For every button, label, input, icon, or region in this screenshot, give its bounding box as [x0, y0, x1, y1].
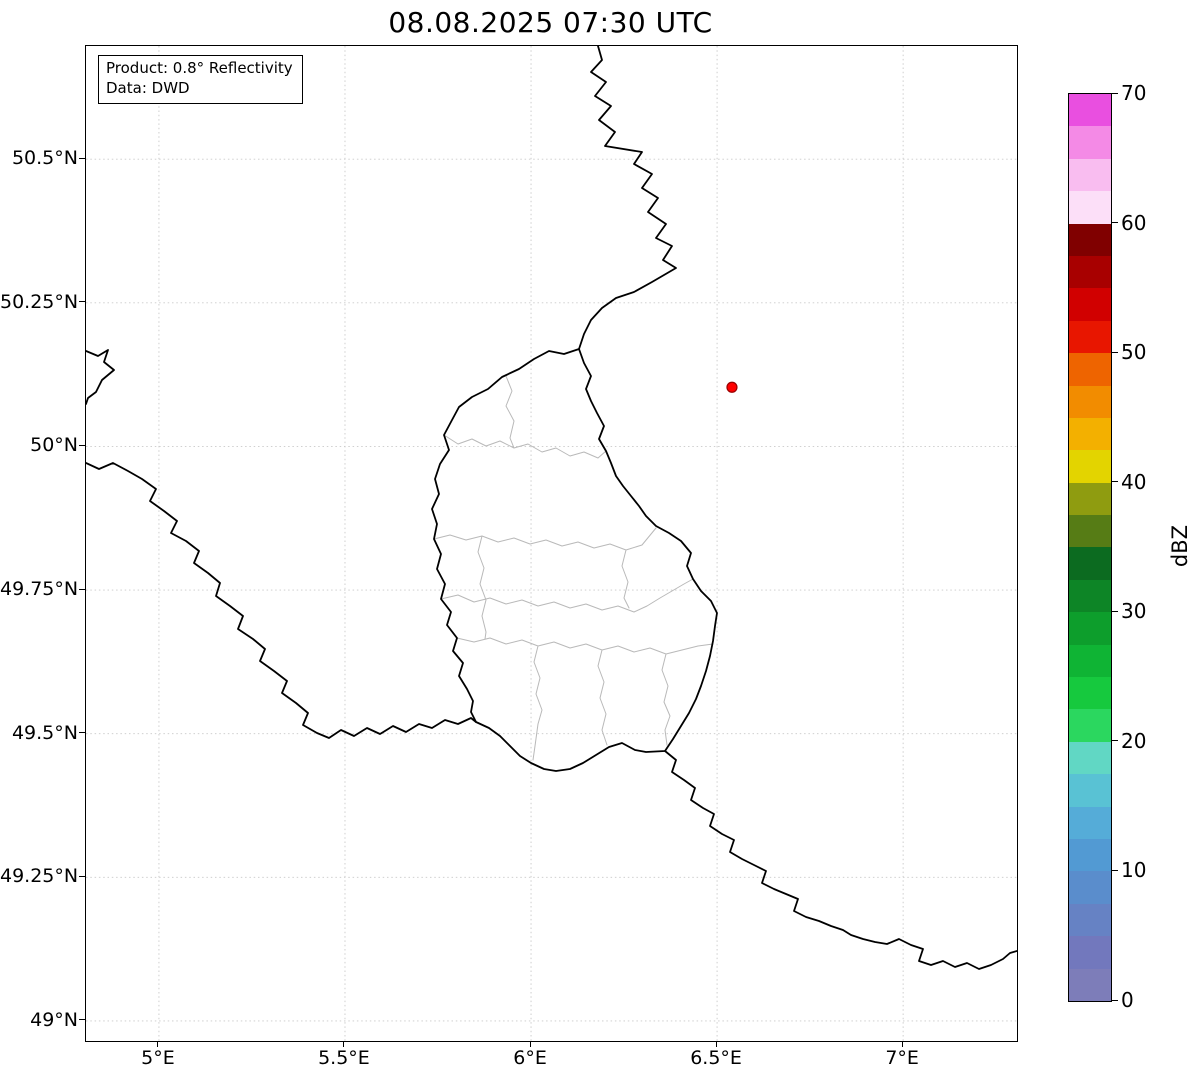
x-tick-mark — [901, 1041, 903, 1047]
border-left-edge-squiggle — [86, 349, 115, 405]
y-tick-label: 49°N — [30, 1008, 78, 1031]
x-tick-mark — [715, 1041, 717, 1047]
country-borders — [86, 46, 1017, 970]
colorbar-band — [1069, 968, 1111, 1001]
x-tick-label: 5.5°E — [318, 1047, 370, 1069]
colorbar-band — [1069, 417, 1111, 451]
y-tick-mark — [79, 157, 85, 159]
colorbar-band — [1069, 547, 1111, 580]
colorbar-band — [1069, 515, 1111, 548]
map-canvas — [86, 46, 1017, 1041]
colorbar-band — [1069, 482, 1111, 516]
colorbar-band — [1069, 871, 1111, 904]
product-label: Product: 0.8° Reflectivity — [106, 59, 293, 77]
colorbar-band — [1069, 677, 1111, 710]
colorbar-band — [1069, 709, 1111, 742]
gridlines — [86, 46, 1017, 1041]
colorbar-unit-label: dBZ — [1168, 524, 1192, 568]
colorbar-band — [1069, 126, 1111, 159]
colorbar-tick-label: 60 — [1121, 210, 1147, 235]
colorbar-band — [1069, 288, 1111, 321]
colorbar-tick-mark — [1111, 351, 1118, 353]
y-tick-mark — [79, 444, 85, 446]
colorbar-band — [1069, 806, 1111, 839]
y-tick-mark — [79, 732, 85, 734]
colorbar-tick-label: 0 — [1121, 988, 1134, 1012]
district-borders — [433, 375, 714, 761]
map-plot-area: Product: 0.8° Reflectivity Data: DWD — [85, 45, 1018, 1042]
x-tick-label: 5°E — [141, 1047, 175, 1069]
x-tick-mark — [529, 1041, 531, 1047]
colorbar-band — [1069, 612, 1111, 645]
colorbar-tick-label: 70 — [1121, 81, 1147, 105]
colorbar-tick-mark — [1111, 222, 1118, 224]
colorbar-band — [1069, 579, 1111, 613]
border-france-germany-south — [664, 750, 1017, 970]
x-tick-label: 6°E — [513, 1047, 547, 1069]
y-tick-label: 50.5°N — [11, 147, 78, 170]
x-tick-label: 7°E — [885, 1047, 919, 1069]
x-tick-label: 6.5°E — [690, 1047, 742, 1069]
y-tick-label: 50.25°N — [0, 290, 79, 313]
colorbar-band — [1069, 450, 1111, 483]
y-tick-mark — [79, 588, 85, 590]
colorbar-tick-mark — [1111, 999, 1118, 1001]
radar-site-marker — [726, 381, 738, 393]
colorbar-tick-mark — [1111, 740, 1118, 742]
colorbar-band — [1069, 936, 1111, 969]
colorbar-tick-label: 10 — [1121, 858, 1147, 883]
colorbar-tick-mark — [1111, 610, 1118, 612]
y-tick-mark — [79, 875, 85, 877]
colorbar-band — [1069, 158, 1111, 192]
colorbar-band — [1069, 191, 1111, 224]
colorbar-tick-mark — [1111, 869, 1118, 871]
product-info-box: Product: 0.8° Reflectivity Data: DWD — [98, 55, 303, 104]
y-tick-label: 49.75°N — [0, 578, 79, 601]
colorbar-tick-label: 20 — [1121, 728, 1147, 753]
colorbar-band — [1069, 385, 1111, 418]
colorbar-tick-label: 40 — [1121, 469, 1147, 494]
colorbar-tick-mark — [1111, 92, 1118, 94]
colorbar-band — [1069, 644, 1111, 678]
border-germany-belgium-north — [578, 46, 677, 350]
y-tick-mark — [79, 301, 85, 303]
colorbar-band — [1069, 353, 1111, 386]
colorbar-band — [1069, 741, 1111, 775]
y-tick-label: 50°N — [30, 434, 78, 457]
colorbar-band — [1069, 838, 1111, 872]
data-source-label: Data: DWD — [106, 78, 190, 97]
colorbar-tick-label: 30 — [1121, 599, 1147, 624]
y-tick-mark — [79, 1019, 85, 1021]
canton-borders — [433, 375, 714, 761]
colorbar — [1068, 93, 1112, 1002]
x-tick-mark — [343, 1041, 345, 1047]
colorbar-tick-mark — [1111, 481, 1118, 483]
colorbar-band — [1069, 903, 1111, 937]
colorbar-tick-label: 50 — [1121, 340, 1147, 365]
border-luxembourg — [431, 348, 718, 772]
x-tick-mark — [157, 1041, 159, 1047]
border-france-belgium-west — [86, 462, 477, 739]
colorbar-band — [1069, 774, 1111, 807]
colorbar-band — [1069, 223, 1111, 256]
colorbar-band — [1069, 255, 1111, 289]
figure-title: 08.08.2025 07:30 UTC — [388, 6, 713, 39]
colorbar-band — [1069, 320, 1111, 354]
y-tick-label: 49.25°N — [0, 865, 79, 888]
colorbar-band — [1069, 94, 1111, 127]
y-tick-label: 49.5°N — [11, 721, 78, 744]
